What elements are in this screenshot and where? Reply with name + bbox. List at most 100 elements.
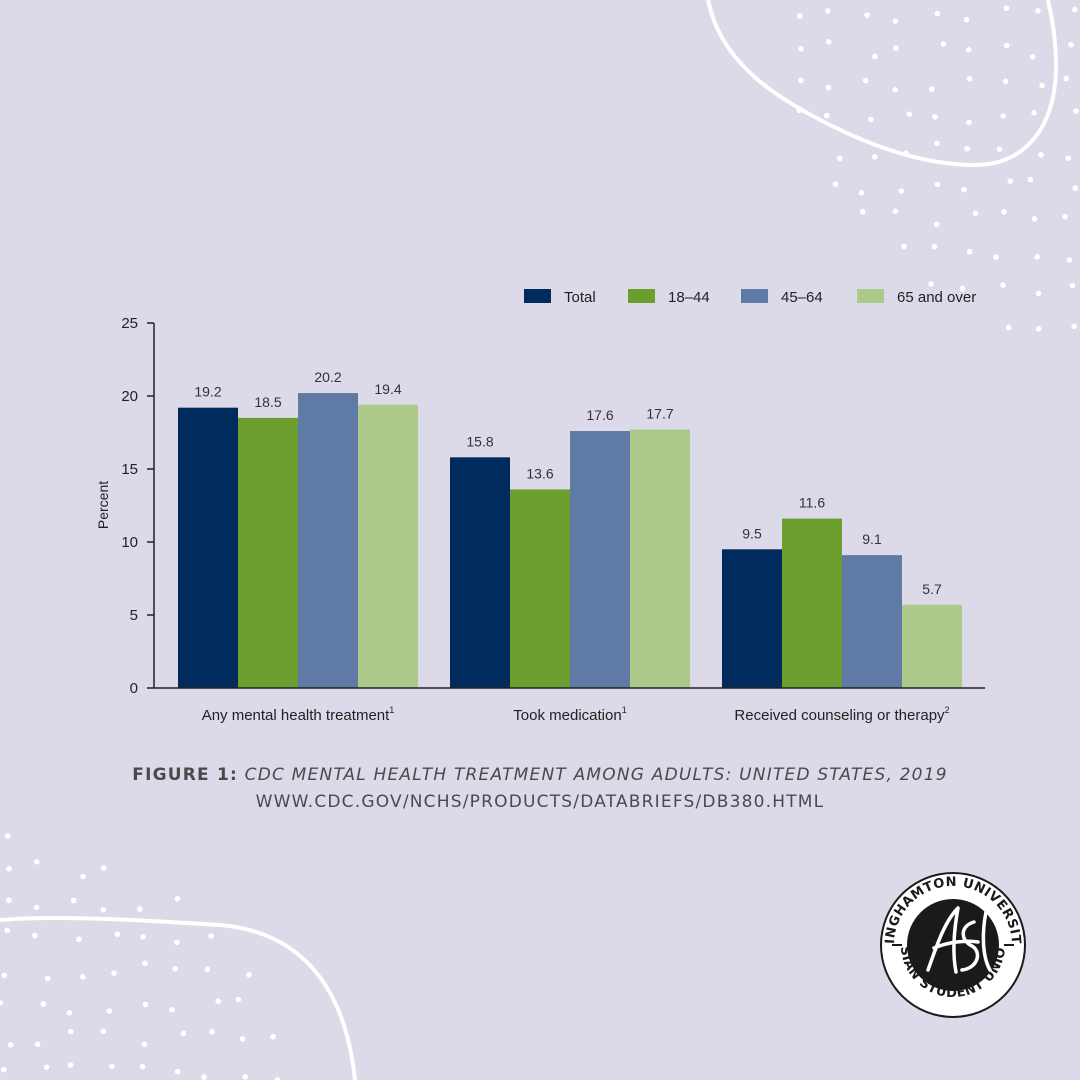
decor-dot: [1, 972, 8, 979]
decor-dot: [1035, 326, 1042, 332]
decor-dot: [1000, 113, 1006, 119]
decor-dot: [993, 254, 999, 260]
decor-dot: [1069, 282, 1076, 289]
decor-dot: [142, 960, 148, 967]
x-category-label: Any mental health treatment1: [202, 705, 395, 724]
decor-dot: [1062, 213, 1068, 220]
decor-dot: [868, 116, 874, 123]
decor-dot: [235, 996, 242, 1003]
bar: [570, 431, 630, 688]
bar-value-label: 17.7: [646, 406, 673, 422]
decor-dot: [70, 897, 77, 904]
bar-value-label: 9.5: [742, 525, 762, 541]
decor-dot: [67, 1028, 74, 1035]
decor-dot: [140, 934, 146, 940]
x-category-label: Took medication1: [513, 705, 626, 724]
bar-value-label: 5.7: [922, 581, 942, 597]
decor-dot: [1072, 185, 1079, 191]
decor-dot: [825, 8, 831, 14]
decor-dot: [906, 111, 913, 117]
decor-dot: [892, 208, 899, 215]
decor-dot: [1034, 253, 1040, 260]
decor-dot: [940, 41, 947, 47]
decor-dot: [174, 896, 181, 902]
decor-dot: [1002, 78, 1009, 85]
decor-dot: [858, 190, 865, 196]
decor-dot: [215, 998, 222, 1004]
bar: [358, 404, 418, 688]
decor-dot: [934, 140, 940, 147]
figure-title: CDC MENTAL HEALTH TREATMENT AMONG ADULTS…: [244, 765, 948, 785]
legend-label: 65 and over: [897, 289, 976, 306]
decor-dot: [864, 12, 870, 18]
bar-value-label: 20.2: [314, 369, 341, 385]
decor-dot: [963, 16, 970, 23]
bar: [178, 407, 238, 688]
decor-dot: [862, 77, 869, 84]
bar: [782, 518, 842, 688]
decor-dot: [933, 221, 940, 228]
decor-dot: [901, 243, 907, 250]
bar-value-label: 9.1: [862, 531, 882, 547]
y-tick-label: 10: [121, 534, 138, 551]
chart-legend: Total 18–44 45–64 65 and over: [524, 289, 976, 306]
decor-dot: [898, 188, 905, 194]
decor-dot: [201, 1074, 207, 1080]
figure-label: FIGURE 1:: [132, 765, 239, 785]
decor-dot: [934, 181, 941, 188]
decor-dot: [106, 1008, 113, 1014]
decor-dot: [34, 859, 40, 865]
decor-dot: [929, 86, 935, 92]
decor-dot: [1068, 41, 1074, 48]
decor-dot: [1066, 257, 1073, 263]
figure-caption: FIGURE 1: CDC MENTAL HEALTH TREATMENT AM…: [0, 765, 1080, 785]
top-right-dot-pattern: [796, 5, 1079, 332]
legend-label: Total: [564, 289, 596, 306]
decor-dot: [872, 154, 878, 160]
decor-dot: [1065, 155, 1072, 162]
decor-dot: [798, 46, 804, 52]
y-tick-label: 20: [121, 388, 138, 405]
y-axis-ticks: 0 5 10 15 20 25: [121, 315, 154, 697]
decor-dot: [174, 1068, 181, 1075]
decor-dot: [836, 155, 843, 162]
source-url[interactable]: WWW.CDC.GOV/NCHS/PRODUCTS/DATABRIEFS/DB3…: [255, 792, 825, 812]
bar: [298, 393, 358, 688]
decor-dot: [141, 1041, 148, 1048]
bar-value-label: 11.6: [799, 495, 825, 511]
decor-dot: [1005, 324, 1012, 331]
decor-dot: [959, 285, 966, 292]
logo-monogram: [926, 906, 992, 974]
chart-bars: [178, 393, 962, 688]
y-tick-label: 0: [130, 680, 138, 697]
decor-dot: [100, 1028, 107, 1035]
decor-dot: [1063, 75, 1069, 82]
decor-dot: [893, 45, 899, 51]
bar-value-label: 13.6: [526, 465, 553, 481]
decor-dot: [169, 1006, 175, 1013]
decor-dot: [1073, 108, 1079, 114]
decor-dot: [1035, 8, 1041, 14]
decor-dot: [111, 970, 117, 976]
decor-dot: [826, 39, 832, 45]
chart-axes: [153, 323, 985, 689]
bar: [450, 457, 510, 688]
decor-dot: [270, 1033, 276, 1040]
decor-dot: [40, 1001, 47, 1007]
decor-dot: [43, 1064, 50, 1070]
decor-dot: [798, 77, 804, 84]
decor-dot: [0, 1000, 3, 1006]
chart-value-labels: 19.2 15.8 9.5 18.5 13.6 11.6 20.2 17.6 9.1 19.4 17…: [194, 369, 942, 597]
bar: [902, 604, 962, 688]
legend-swatch: [857, 289, 884, 303]
bar: [510, 489, 570, 688]
decor-dot: [34, 1041, 41, 1048]
decor-dot: [274, 1077, 281, 1080]
decor-dot: [1038, 152, 1044, 158]
decor-dot: [964, 145, 970, 152]
decor-dot: [1000, 282, 1006, 288]
decor-dot: [80, 974, 86, 980]
decor-dot: [892, 87, 899, 93]
